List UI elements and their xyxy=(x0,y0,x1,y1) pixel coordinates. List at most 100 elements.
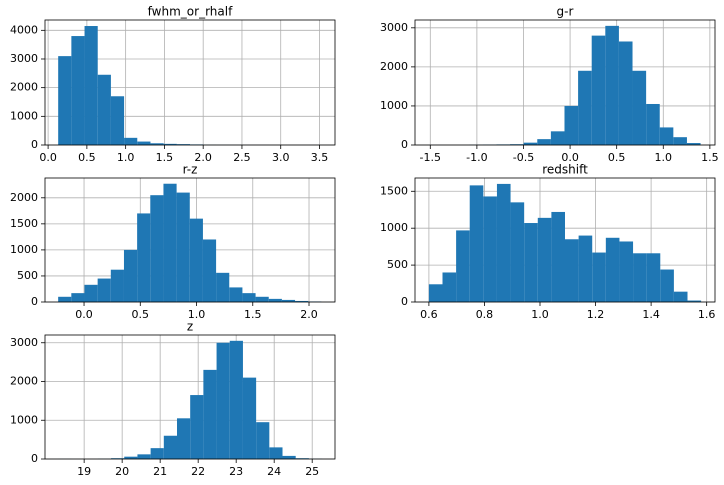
histogram-bar xyxy=(177,418,191,459)
histogram-bar xyxy=(510,202,525,302)
x-tick-label: 2.0 xyxy=(194,151,212,164)
x-tick-label: 3.5 xyxy=(311,151,329,164)
y-tick-label: 3000 xyxy=(380,21,408,34)
y-tick-label: 1500 xyxy=(10,217,38,230)
x-tick-label: -0.5 xyxy=(513,151,534,164)
histogram-bar xyxy=(163,183,177,302)
histogram-bar xyxy=(524,223,538,302)
y-tick-label: 1000 xyxy=(380,99,408,112)
histogram-bar xyxy=(84,26,98,145)
x-tick-label: 24 xyxy=(267,465,281,478)
histogram-bar xyxy=(124,137,138,145)
histogram-bar xyxy=(97,74,111,145)
histogram-bar xyxy=(282,455,296,459)
y-tick-label: 1000 xyxy=(380,221,408,234)
histogram-bar xyxy=(58,296,72,302)
histogram-bar xyxy=(578,235,593,302)
x-tick-label: 1.5 xyxy=(244,308,262,321)
y-tick-label: 0 xyxy=(31,295,38,308)
x-tick-label: 21 xyxy=(153,465,167,478)
histogram-bar xyxy=(483,196,497,302)
subplot-title: r-z xyxy=(183,163,198,177)
histogram-bar xyxy=(442,272,457,302)
histogram-bar xyxy=(71,36,85,145)
x-tick-label: -1.5 xyxy=(420,151,441,164)
histogram-bar xyxy=(150,143,164,145)
subplot: 19 20 21 22 23 24 25 0 1000 2000 3000 z xyxy=(10,320,336,478)
y-tick-label: 0 xyxy=(31,452,38,465)
histogram-bar xyxy=(537,217,552,302)
histogram-bar xyxy=(551,211,565,302)
histogram-bar xyxy=(97,278,111,302)
histogram-bar xyxy=(124,456,138,459)
x-tick-label: 1.0 xyxy=(117,151,135,164)
axes-frame xyxy=(414,19,716,146)
x-tick-label: 1.2 xyxy=(587,308,605,321)
histogram-bar xyxy=(646,253,661,302)
histogram-bar xyxy=(137,141,151,145)
histogram-bar xyxy=(58,56,72,145)
x-tick-label: 1.5 xyxy=(156,151,174,164)
histogram-bar xyxy=(550,131,565,145)
x-tick-label: 0.5 xyxy=(132,308,150,321)
y-tick-label: 0 xyxy=(401,295,408,308)
subplot-title: fwhm_or_rhalf xyxy=(148,5,233,19)
x-tick-label: 1.0 xyxy=(188,308,206,321)
y-tick-label: 2000 xyxy=(10,81,38,94)
histogram-bar xyxy=(659,127,674,145)
histogram-bar xyxy=(632,70,647,145)
histogram-bar xyxy=(163,143,177,145)
histogram-bar xyxy=(591,35,606,145)
histogram-bar xyxy=(456,230,470,302)
subplot-title: redshift xyxy=(542,163,588,177)
histogram-bar xyxy=(255,296,269,302)
histogram-bar xyxy=(496,183,511,302)
histogram-bar xyxy=(242,293,256,302)
histogram-bar xyxy=(203,369,217,459)
histogram-bar xyxy=(110,269,124,302)
histogram-bar xyxy=(687,300,702,302)
histogram-bar xyxy=(216,342,230,459)
histogram-bar xyxy=(71,293,85,302)
y-tick-label: 1500 xyxy=(380,184,408,197)
histogram-bar xyxy=(605,237,620,302)
x-tick-label: 25 xyxy=(305,465,319,478)
x-tick-label: 3.0 xyxy=(272,151,290,164)
histogram-bar xyxy=(564,105,579,145)
subplot: 0.0 0.5 1.0 1.5 2.0 2.5 3.0 3.5 0 1000 2000 3000 400… xyxy=(10,5,336,164)
x-tick-label: 0.8 xyxy=(476,308,494,321)
histogram-bar xyxy=(190,395,204,459)
x-tick-label: 19 xyxy=(77,465,91,478)
subplot-title: g-r xyxy=(557,5,574,19)
histogram-bar xyxy=(84,284,98,302)
histogram-bar xyxy=(163,435,178,459)
x-tick-label: 0.0 xyxy=(39,151,57,164)
histogram-bar xyxy=(137,213,151,302)
histogram-bar xyxy=(537,139,551,145)
y-tick-label: 4000 xyxy=(10,23,38,36)
y-tick-label: 3000 xyxy=(10,52,38,65)
histogram-bar xyxy=(618,41,633,145)
histogram-bar xyxy=(176,144,190,145)
y-tick-label: 500 xyxy=(17,269,38,282)
histogram-bar xyxy=(229,340,243,459)
axes-frame xyxy=(44,177,336,303)
subplot-title: z xyxy=(187,320,193,334)
y-tick-label: 1000 xyxy=(10,243,38,256)
histogram-bar xyxy=(150,448,164,459)
x-tick-label: 22 xyxy=(191,465,205,478)
histogram-bar xyxy=(565,239,579,302)
y-tick-label: 500 xyxy=(387,258,408,271)
x-tick-label: 1.5 xyxy=(701,151,719,164)
histogram-bar xyxy=(428,284,443,302)
x-tick-label: 0.0 xyxy=(75,308,93,321)
axes-frame xyxy=(414,177,716,303)
histogram-bar xyxy=(592,252,606,302)
subplot: 0.6 0.8 1.0 1.2 1.4 1.6 0 500 1000 1500 redshift xyxy=(380,163,715,322)
histogram-bar xyxy=(686,143,701,145)
x-tick-label: 1.4 xyxy=(642,308,660,321)
histogram-bar xyxy=(150,195,164,302)
histogram-bar xyxy=(216,272,230,302)
